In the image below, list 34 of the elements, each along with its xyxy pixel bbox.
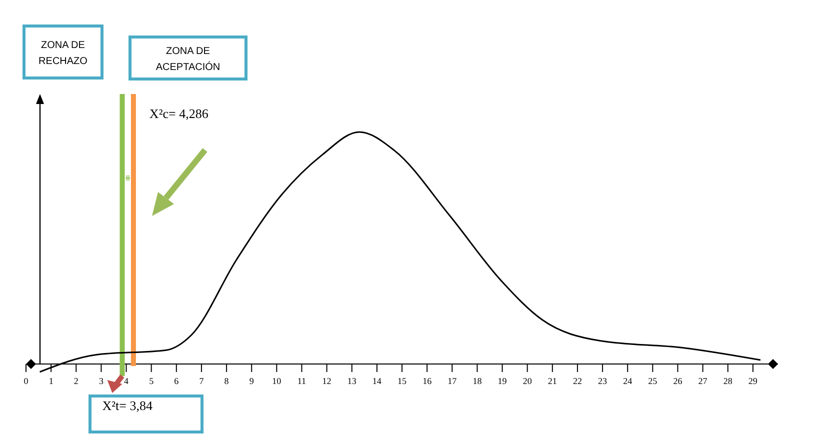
x-tick-label: 10 <box>272 376 282 386</box>
x-tick-label: 3 <box>98 376 104 386</box>
x-tick-label: 1 <box>48 376 54 386</box>
x-tick-label: 13 <box>347 376 357 386</box>
x-tick-label: 21 <box>548 376 557 386</box>
text: ZONA DE ACEPTACIÓN <box>156 46 220 73</box>
x-tick-label: 20 <box>522 376 532 386</box>
x-tick-label: 14 <box>372 376 382 386</box>
x-tick-label: 24 <box>623 376 633 386</box>
x-tick-label: 26 <box>673 376 683 386</box>
x-tick-label: 6 <box>174 376 180 386</box>
x-tick-label: 12 <box>322 376 332 386</box>
ref-line-label: X²c= 4,286 <box>149 106 209 121</box>
x-tick-label: 16 <box>422 376 432 386</box>
x-tick-label: 7 <box>199 376 204 386</box>
x-tick-label: 25 <box>648 376 658 386</box>
ref-line-label: X²t= 3,84 <box>102 398 153 413</box>
x-tick-label: 0 <box>24 376 29 386</box>
x-tick-label: 5 <box>149 376 154 386</box>
text: ZONA DE RECHAZO <box>38 40 88 67</box>
x-tick-label: 2 <box>74 376 78 386</box>
x-tick-label: 23 <box>598 376 608 386</box>
x-tick-label: 19 <box>498 376 508 386</box>
x-tick-label: 4 <box>124 376 130 386</box>
x-tick-label: 27 <box>698 376 708 386</box>
x-tick-label: 17 <box>448 376 458 386</box>
x-tick-label: 11 <box>297 376 306 386</box>
x-tick-label: 22 <box>572 376 582 386</box>
x-tick-label: 28 <box>723 376 733 386</box>
x-tick-label: 29 <box>748 376 758 386</box>
x-tick-label: 18 <box>472 376 482 386</box>
x-tick-label: 9 <box>249 376 254 386</box>
x-tick-label: 15 <box>398 376 407 386</box>
x-tick-label: 8 <box>224 376 230 386</box>
